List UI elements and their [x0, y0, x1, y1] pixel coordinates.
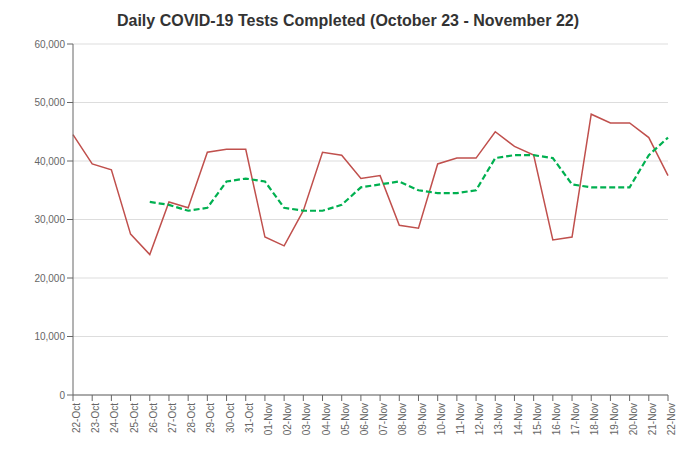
- svg-text:14-Nov: 14-Nov: [513, 403, 524, 435]
- svg-text:31-Oct: 31-Oct: [244, 403, 255, 433]
- svg-text:0: 0: [59, 390, 65, 401]
- svg-text:28-Oct: 28-Oct: [186, 403, 197, 433]
- svg-text:13-Nov: 13-Nov: [493, 403, 504, 435]
- svg-text:24-Oct: 24-Oct: [109, 403, 120, 433]
- svg-text:50,000: 50,000: [34, 97, 65, 108]
- svg-text:10-Nov: 10-Nov: [436, 403, 447, 435]
- svg-text:11-Nov: 11-Nov: [455, 403, 466, 435]
- svg-text:01-Nov: 01-Nov: [263, 403, 274, 435]
- svg-text:02-Nov: 02-Nov: [282, 403, 293, 435]
- html-text:Daily COVID-19 Tests Completed: Daily COVID-19 Tests Completed (October …: [117, 12, 579, 29]
- svg-text:07-Nov: 07-Nov: [378, 403, 389, 435]
- svg-text:03-Nov: 03-Nov: [301, 403, 312, 435]
- svg-text:40,000: 40,000: [34, 156, 65, 167]
- svg-text:60,000: 60,000: [34, 39, 65, 50]
- svg-text:20-Nov: 20-Nov: [628, 403, 639, 435]
- svg-text:19-Nov: 19-Nov: [609, 403, 620, 435]
- svg-text:21-Nov: 21-Nov: [647, 403, 658, 435]
- svg-text:08-Nov: 08-Nov: [397, 403, 408, 435]
- svg-text:18-Nov: 18-Nov: [589, 403, 600, 435]
- svg-text:27-Oct: 27-Oct: [167, 403, 178, 433]
- svg-text:25-Oct: 25-Oct: [129, 403, 140, 433]
- svg-text:17-Nov: 17-Nov: [570, 403, 581, 435]
- svg-text:16-Nov: 16-Nov: [551, 403, 562, 435]
- svg-text:29-Oct: 29-Oct: [205, 403, 216, 433]
- svg-text:22-Nov: 22-Nov: [666, 403, 677, 435]
- svg-text:04-Nov: 04-Nov: [321, 403, 332, 435]
- svg-text:26-Oct: 26-Oct: [148, 403, 159, 433]
- svg-text:10,000: 10,000: [34, 331, 65, 342]
- svg-text:30-Oct: 30-Oct: [225, 403, 236, 433]
- svg-text:20,000: 20,000: [34, 273, 65, 284]
- svg-text:22-Oct: 22-Oct: [71, 403, 82, 433]
- svg-text:05-Nov: 05-Nov: [340, 403, 351, 435]
- svg-text:23-Oct: 23-Oct: [90, 403, 101, 433]
- svg-text:15-Nov: 15-Nov: [532, 403, 543, 435]
- svg-text:09-Nov: 09-Nov: [417, 403, 428, 435]
- svg-text:12-Nov: 12-Nov: [474, 403, 485, 435]
- svg-text:30,000: 30,000: [34, 214, 65, 225]
- svg-text:06-Nov: 06-Nov: [359, 403, 370, 435]
